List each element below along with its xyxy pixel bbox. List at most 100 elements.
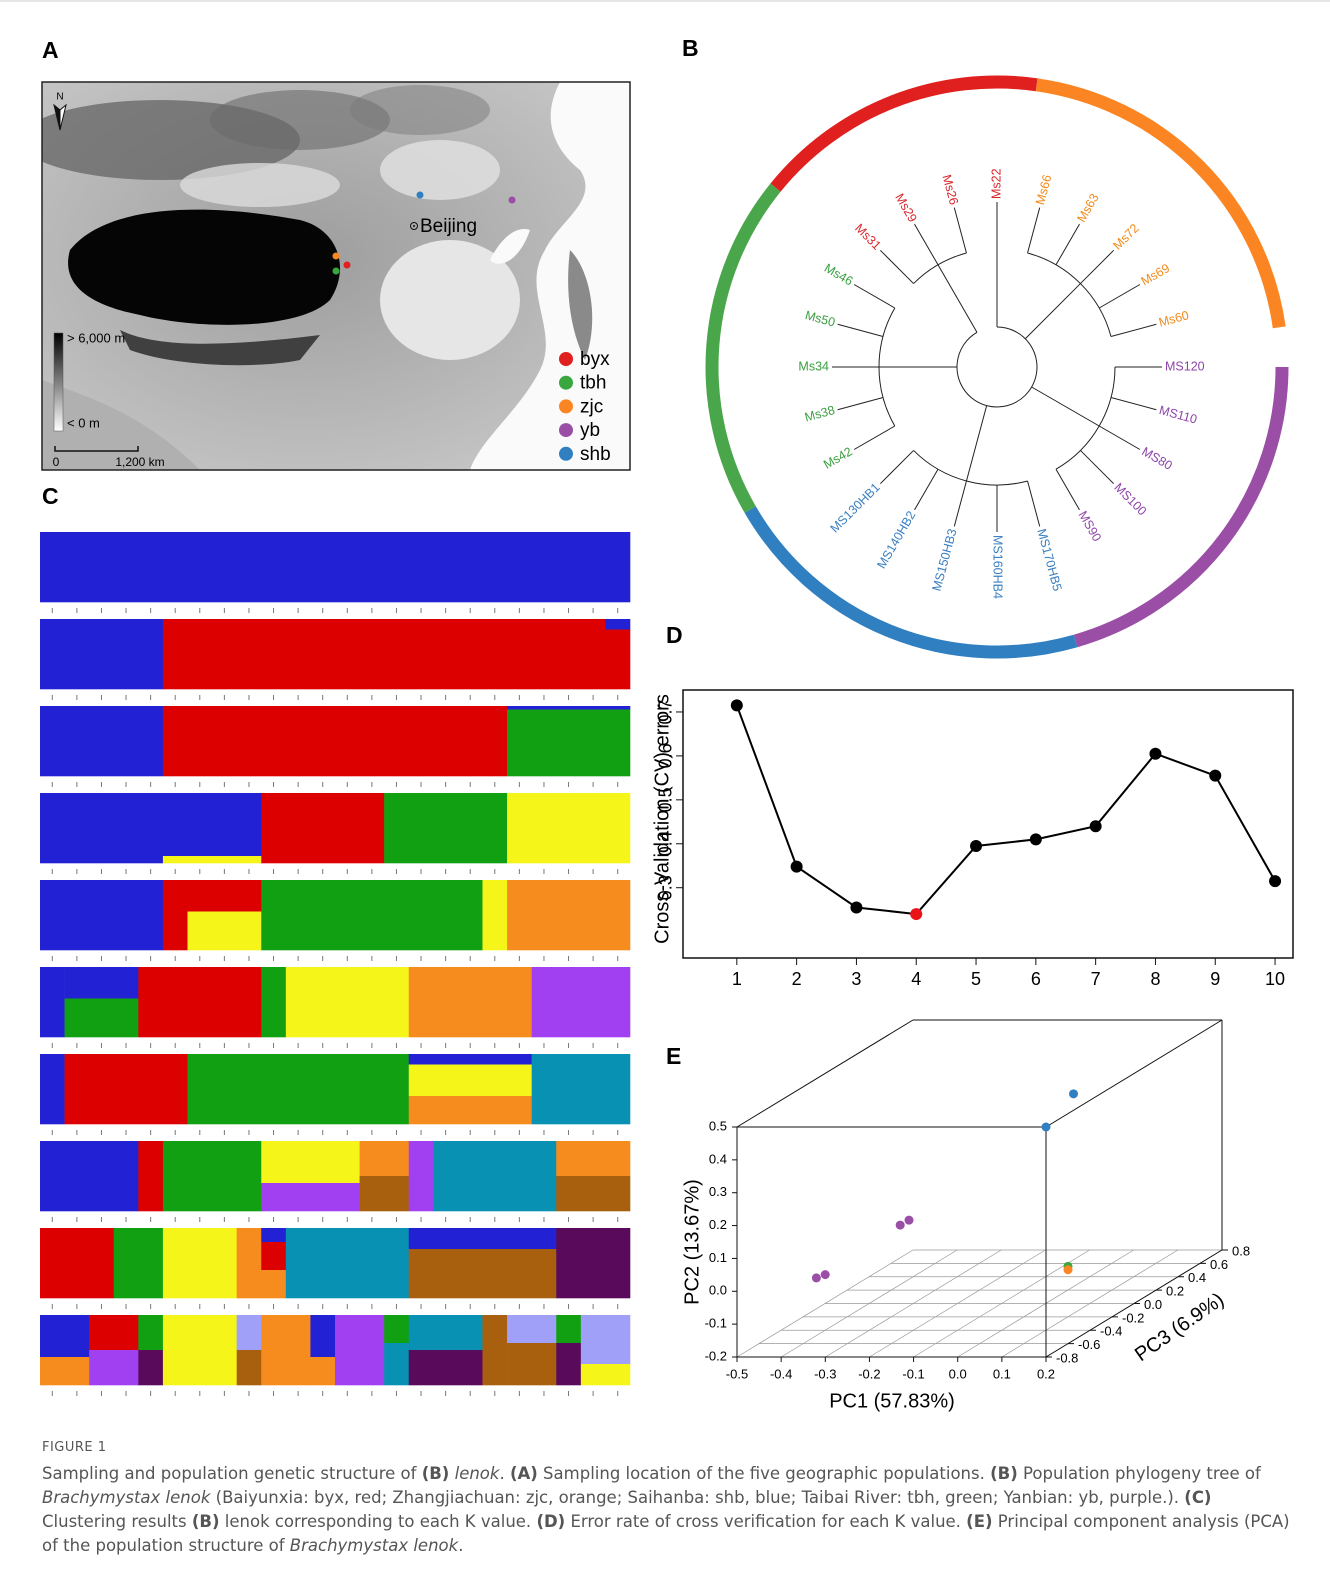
admixture-segment: [261, 880, 483, 950]
leaf-label: MS140HB2: [874, 509, 918, 571]
z-tick-label: 0.6: [1210, 1257, 1228, 1272]
admixture-segment: [507, 1343, 556, 1385]
admixture-segment: [40, 1357, 89, 1385]
admixture-segment: [89, 1315, 138, 1350]
y-tick-label: 0.1: [709, 1250, 727, 1265]
branch: [915, 224, 939, 265]
pca-point: [821, 1270, 830, 1279]
admixture-segment: [188, 1054, 410, 1124]
admixture-segment: [360, 1141, 409, 1176]
branch: [1099, 426, 1140, 450]
leaf-label: MS160HB4: [991, 535, 1005, 599]
admixture-segment: [163, 1315, 237, 1385]
y-tick-label: -0.1: [705, 1316, 727, 1331]
admixture-segment: [89, 1350, 138, 1385]
x-tick-label: 9: [1210, 969, 1220, 989]
admixture-segment: [409, 1096, 532, 1124]
admixture-segment: [65, 967, 139, 999]
leaf-label: Ms34: [798, 359, 829, 373]
cv-line: [737, 705, 1275, 914]
admixture-segment: [556, 1176, 630, 1211]
cv-point: [850, 901, 862, 913]
z-tick-label: -0.6: [1078, 1337, 1100, 1352]
site-marker: [509, 197, 516, 204]
legend-marker: [559, 399, 573, 413]
z-tick-label: 0.8: [1232, 1243, 1250, 1258]
admixture-segment: [310, 1357, 335, 1385]
branch: [1099, 285, 1140, 309]
map: [20, 82, 630, 470]
panel-label: D: [666, 622, 683, 648]
admixture-segment: [507, 1315, 556, 1343]
site-marker: [344, 262, 351, 269]
admixture-segment: [40, 1315, 89, 1357]
x-tick-label: -0.4: [770, 1366, 792, 1381]
pca-point: [1064, 1265, 1073, 1274]
legend-label: shb: [580, 444, 611, 465]
legend-marker: [559, 447, 573, 461]
branch: [1080, 250, 1113, 283]
admixture-segment: [261, 1242, 286, 1270]
caption-text: FIGURE 1: [42, 1436, 1292, 1460]
caption-text: Sampling location of the five geographic…: [538, 1464, 990, 1483]
x-axis-label: PC1 (57.83%): [829, 1390, 955, 1412]
cv-point: [970, 840, 982, 852]
y-tick-label: 0.0: [709, 1283, 727, 1298]
y-axis-label: PC2 (13.67%): [681, 1179, 703, 1305]
ring-segment: [750, 510, 1075, 653]
admixture-segment: [605, 630, 630, 690]
admixture-segment: [409, 1141, 434, 1211]
x-tick-label: -0.1: [902, 1366, 924, 1381]
admixture-segment: [409, 967, 532, 1037]
box-edge: [1046, 1020, 1222, 1127]
caption-text: Population phylogeny tree of: [1018, 1464, 1261, 1483]
x-tick-label: 10: [1265, 969, 1285, 989]
caption-text: (D): [536, 1512, 565, 1531]
branch: [1028, 208, 1040, 253]
branch: [966, 406, 986, 481]
z-tick-label: -0.2: [1122, 1310, 1144, 1325]
admixture-segment: [163, 1228, 237, 1298]
admixture-segment: [237, 1315, 262, 1350]
admixture-segment: [261, 1183, 360, 1211]
admixture-segment: [138, 1141, 163, 1211]
branch: [1028, 481, 1040, 526]
scale-label: 1,200 km: [115, 455, 164, 469]
pca-chart: -0.5-0.4-0.3-0.2-0.10.00.10.2-0.2-0.10.0…: [681, 1020, 1250, 1412]
admixture-segment: [163, 1141, 262, 1211]
caption-text: Brachymystax lenok: [42, 1488, 210, 1507]
branch: [838, 398, 883, 410]
admixture-segment: [40, 1141, 139, 1211]
admixture-segment: [409, 1350, 483, 1385]
caption-text: (B): [192, 1512, 220, 1531]
caption: FIGURE 1Sampling and population genetic …: [42, 1436, 1292, 1558]
branch: [854, 426, 895, 450]
y-tick-label: 0.4: [709, 1151, 727, 1166]
x-tick-label: -0.3: [814, 1366, 836, 1381]
admixture-segment: [261, 1228, 286, 1242]
branch: [1032, 387, 1100, 426]
caption-text: Error rate of cross verification for eac…: [565, 1512, 966, 1531]
cv-point: [910, 908, 922, 920]
caption-text: lenok corresponding to each K value.: [220, 1512, 537, 1531]
x-tick-label: 3: [851, 969, 861, 989]
admixture-segment: [507, 880, 630, 950]
branch: [954, 481, 966, 526]
admixture-segment: [507, 793, 630, 863]
branch: [1056, 224, 1080, 265]
branch: [880, 450, 913, 483]
caption-text: (B): [422, 1464, 450, 1483]
admixture-segment: [261, 1141, 360, 1183]
admixture-segment: [163, 706, 507, 776]
pca-point: [1042, 1123, 1051, 1132]
admixture-segment: [286, 1228, 409, 1298]
x-tick-label: 4: [911, 969, 921, 989]
admixture-segment: [163, 856, 262, 863]
cv-point: [731, 699, 743, 711]
x-tick-label: 8: [1150, 969, 1160, 989]
branch: [854, 285, 895, 309]
tree: Ms22Ms66Ms63Ms72Ms69Ms60MS120MS110MS80MS…: [798, 168, 1204, 599]
leaf-label: Ms31: [852, 221, 884, 253]
caption-text: (A): [510, 1464, 538, 1483]
admixture-segment: [483, 880, 508, 950]
